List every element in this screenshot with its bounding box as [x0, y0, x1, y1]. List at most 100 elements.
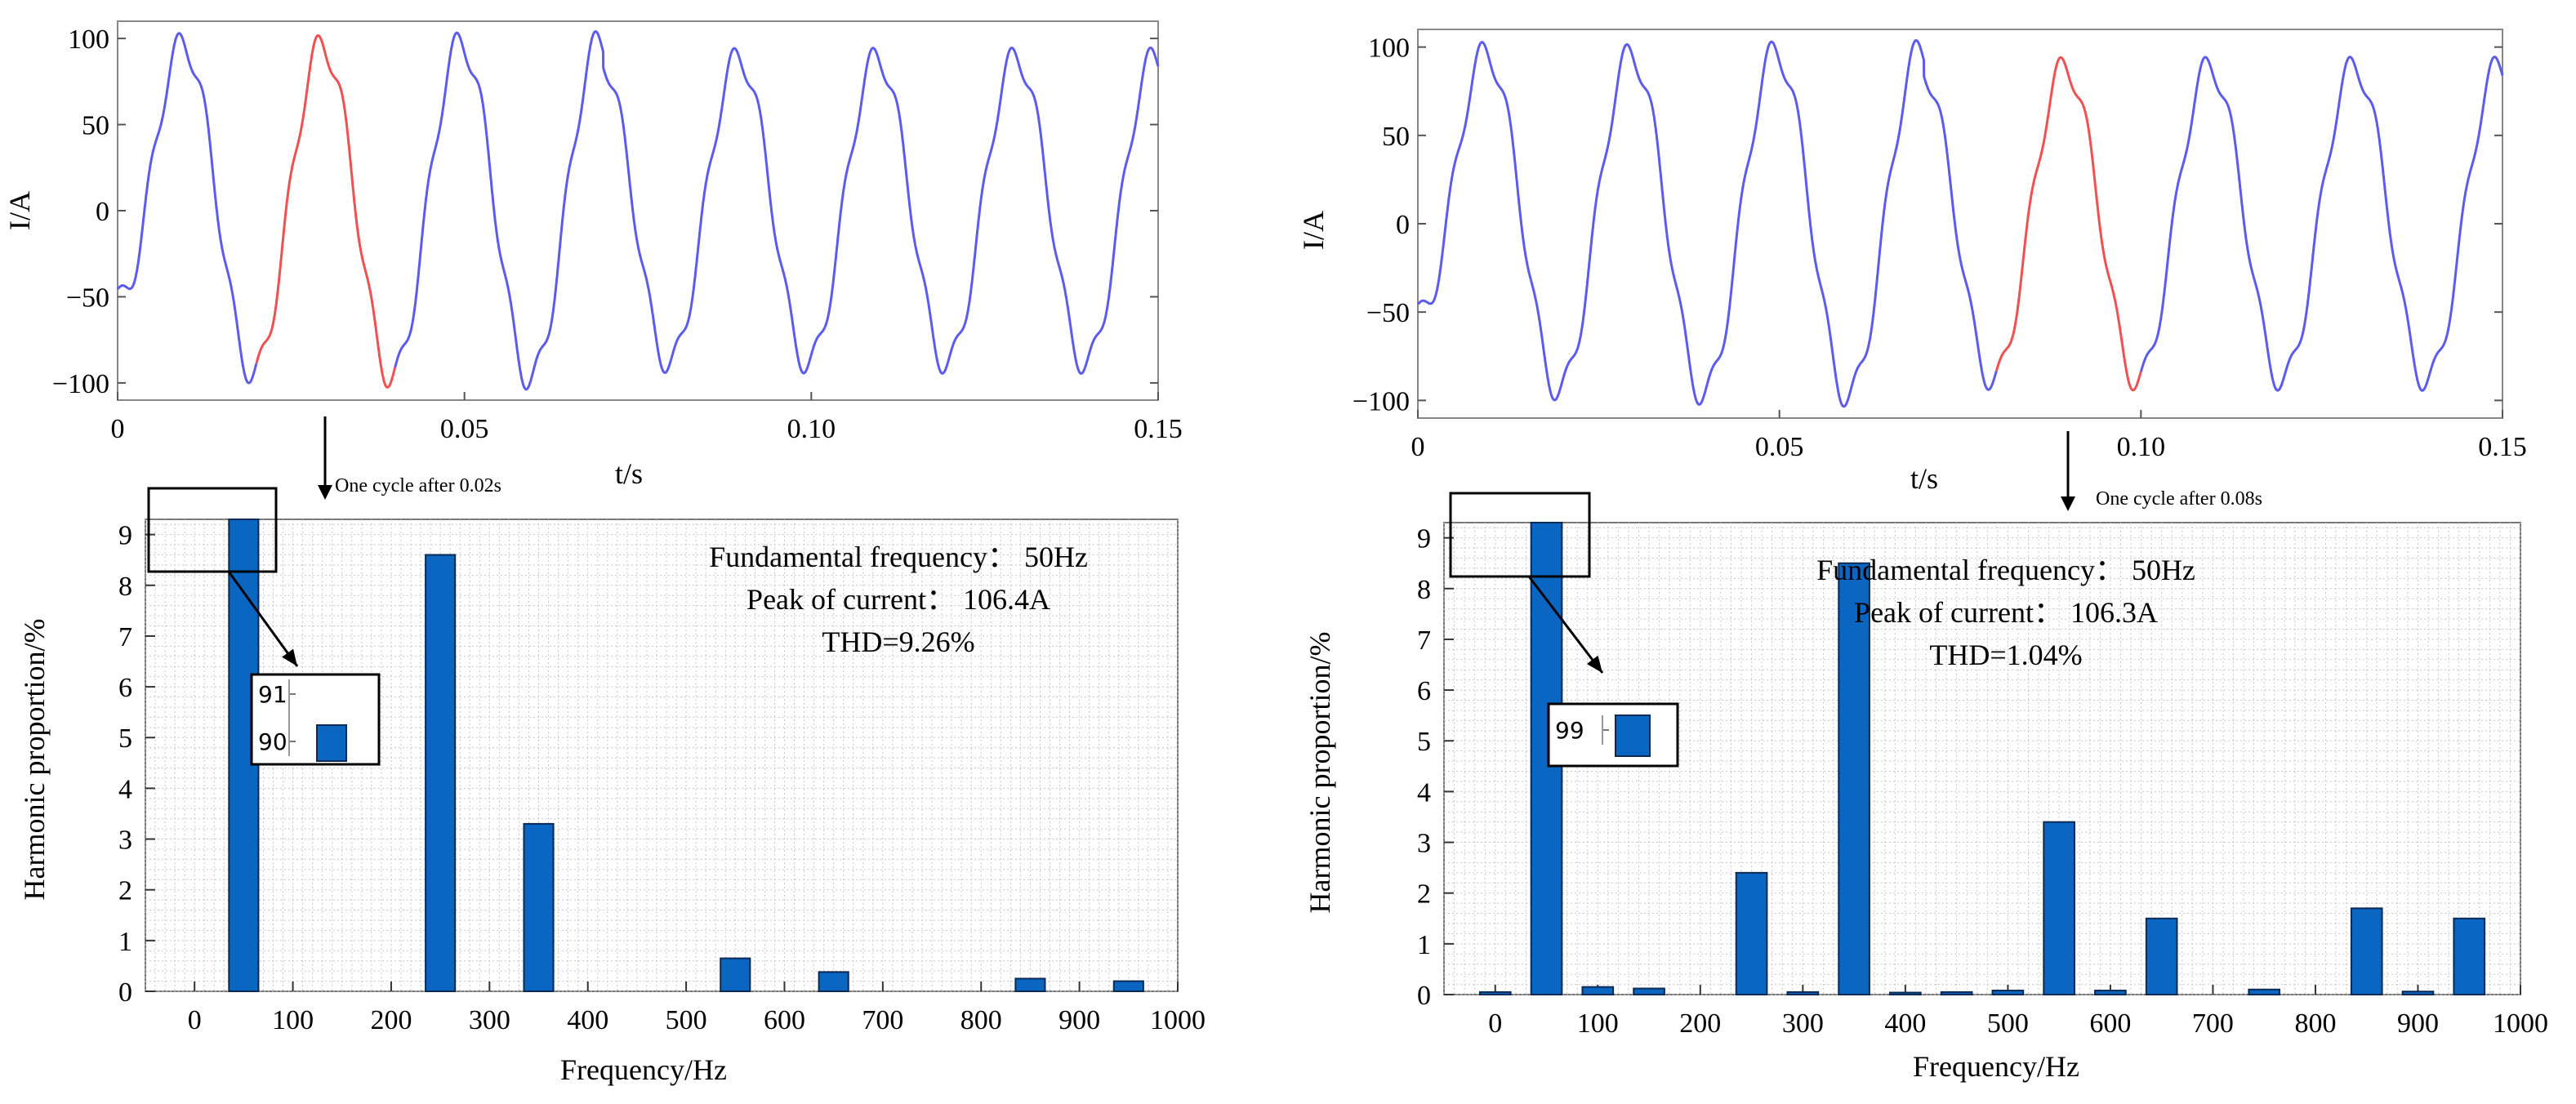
y-tick-label: 0	[96, 197, 109, 227]
x-tick-label: 900	[2397, 1008, 2439, 1039]
zoom-arrow-head	[1586, 655, 1602, 673]
harmonic-bar	[523, 822, 555, 992]
x-tick-label: 100	[1577, 1008, 1619, 1039]
harmonic-bar	[2094, 990, 2127, 995]
cycle-annotation: One cycle after 0.08s	[2096, 488, 2262, 510]
y-tick-label: 4	[118, 774, 132, 804]
x-tick-label: 0.10	[787, 414, 836, 444]
current-trace	[1416, 39, 1998, 408]
x-axis-label: Frequency/Hz	[1913, 1050, 2079, 1083]
y-axis-label: Harmonic proportion/%	[1304, 632, 1336, 914]
zoom-box	[1449, 492, 1591, 578]
harmonic-bar	[720, 957, 751, 993]
harmonic-bar	[1889, 991, 1922, 996]
x-tick-label: 0	[111, 414, 125, 444]
y-tick-label: 0	[1396, 210, 1410, 240]
x-tick-label: 100	[272, 1005, 314, 1035]
y-tick-label: 1	[118, 927, 132, 957]
harmonic-bar	[2043, 821, 2075, 995]
x-axis-label: Frequency/Hz	[560, 1053, 727, 1086]
harmonic-bar	[1940, 990, 1973, 995]
y-axis-label: I/A	[3, 191, 36, 230]
current-trace	[394, 30, 1160, 391]
inset-tick-label: 91	[258, 681, 287, 708]
x-tick-label: 1000	[2493, 1008, 2548, 1039]
x-tick-label: 200	[1679, 1008, 1721, 1039]
y-tick-label: 100	[1368, 33, 1410, 64]
x-tick-label: 300	[1782, 1008, 1824, 1039]
x-tick-label: 0.05	[1755, 432, 1804, 462]
inset-bar	[316, 724, 347, 762]
y-tick-label: −50	[66, 283, 109, 313]
right-harmonic-spectrum-chart: 0 1 2 3 4 5 6 7 8 9 0 100 200 300 400 500 600 700 800 900 10…	[1304, 492, 2548, 1083]
x-tick-label: 0	[1488, 1008, 1502, 1039]
y-tick-label: 9	[118, 521, 132, 551]
x-axis-label: t/s	[1910, 462, 1938, 495]
inset-tick-label: 90	[258, 728, 287, 755]
y-tick-label: 50	[82, 111, 109, 141]
y-tick-label: 7	[118, 622, 132, 652]
y-tick-label: −100	[52, 369, 109, 399]
x-tick-label: 0.15	[1134, 414, 1183, 444]
y-tick-label: 3	[118, 826, 132, 856]
cycle-annotation: One cycle after 0.02s	[335, 475, 501, 496]
harmonic-bar	[1478, 990, 1512, 995]
info-text-line: THD=9.26%	[822, 625, 974, 658]
y-tick-label: 3	[1417, 829, 1431, 859]
y-tick-label: 0	[1417, 981, 1431, 1011]
y-tick-label: 4	[1417, 777, 1431, 808]
harmonic-bar	[425, 554, 457, 992]
x-tick-label: 1000	[1150, 1005, 1206, 1035]
y-tick-label: 6	[1417, 676, 1431, 706]
info-text-line: Peak of current： 106.3A	[1854, 596, 2158, 629]
y-tick-label: 1	[1417, 930, 1431, 960]
x-tick-label: 700	[862, 1005, 903, 1035]
x-tick-label: 700	[2192, 1008, 2234, 1039]
harmonic-bar	[1735, 871, 1768, 996]
x-tick-label: 400	[1884, 1008, 1926, 1039]
y-tick-label: 0	[118, 977, 132, 1008]
inset-box	[1547, 702, 1679, 768]
harmonic-bar	[2350, 907, 2383, 996]
x-tick-label: 600	[2089, 1008, 2131, 1039]
harmonic-bar	[1633, 987, 1665, 996]
y-tick-label: −100	[1353, 386, 1410, 416]
x-tick-label: 500	[1987, 1008, 2029, 1039]
zoom-arrow-shaft	[227, 571, 299, 667]
y-tick-label: 6	[118, 673, 132, 703]
harmonic-bar	[1112, 980, 1144, 993]
harmonic-bar	[2453, 917, 2486, 995]
y-tick-label: 50	[1382, 122, 1410, 152]
plot-area	[117, 20, 1159, 401]
current-trace	[116, 32, 258, 385]
x-tick-label: 900	[1058, 1005, 1100, 1035]
harmonic-bar	[1786, 990, 1820, 995]
inset-box	[250, 673, 381, 766]
y-tick-label: −50	[1366, 298, 1410, 328]
harmonic-bar	[1581, 986, 1615, 995]
x-tick-label: 0.05	[440, 414, 489, 444]
plot-area	[1417, 29, 2503, 419]
x-tick-label: 300	[469, 1005, 510, 1035]
harmonic-bar	[1838, 562, 1870, 995]
harmonic-bar	[2248, 988, 2281, 995]
info-text-line: Peak of current： 106.4A	[747, 583, 1050, 616]
x-tick-label: 0	[188, 1005, 202, 1035]
y-tick-label: 5	[1417, 727, 1431, 757]
x-tick-label: 800	[960, 1005, 1002, 1035]
y-axis-label: I/A	[1297, 211, 1330, 250]
y-tick-label: 8	[118, 572, 132, 602]
y-tick-label: 9	[1417, 524, 1431, 554]
x-tick-label: 200	[370, 1005, 412, 1035]
harmonic-bar	[1014, 977, 1046, 993]
y-tick-label: 100	[68, 24, 109, 55]
info-text-line: Fundamental frequency： 50Hz	[1816, 554, 2195, 586]
x-axis-label: t/s	[615, 457, 643, 490]
highlighted-cycle-trace	[255, 34, 397, 389]
y-tick-label: 7	[1417, 625, 1431, 656]
x-tick-label: 0.15	[2478, 432, 2527, 462]
